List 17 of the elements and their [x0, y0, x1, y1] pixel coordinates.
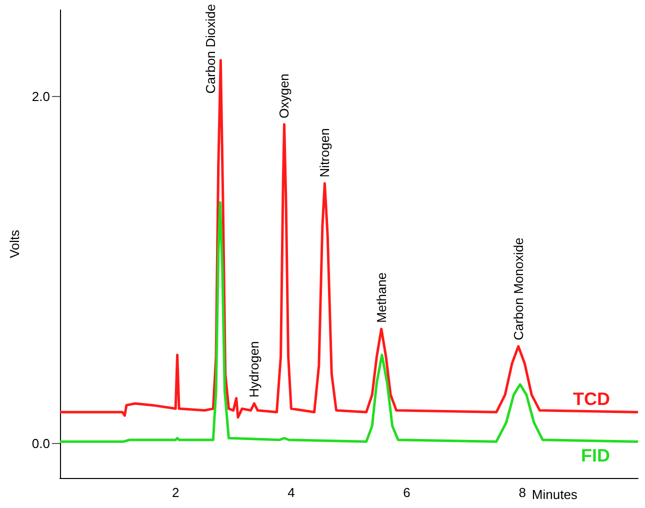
annotation: Oxygen: [276, 74, 292, 118]
y-tick-label: 0.0: [32, 436, 50, 451]
x-axis-title: Minutes: [532, 487, 578, 502]
annotation: Carbon Dioxide: [203, 4, 218, 94]
annotation: Methane: [374, 272, 389, 323]
annotation: Nitrogen: [317, 128, 332, 178]
x-tick-label: 4: [288, 485, 295, 500]
annotation: Carbon Monoxide: [510, 238, 526, 340]
y-axis-title: Volts: [7, 229, 22, 258]
series-label: FID: [581, 446, 610, 466]
annotation: Hydrogen: [246, 341, 262, 398]
x-tick-label: 6: [403, 485, 410, 500]
x-tick-label: 8: [518, 485, 526, 500]
series-label: TCD: [573, 389, 610, 410]
line-series: [58, 201, 640, 443]
y-tick-label: 2.0: [32, 89, 50, 104]
x-tick-label: 2: [172, 485, 180, 500]
